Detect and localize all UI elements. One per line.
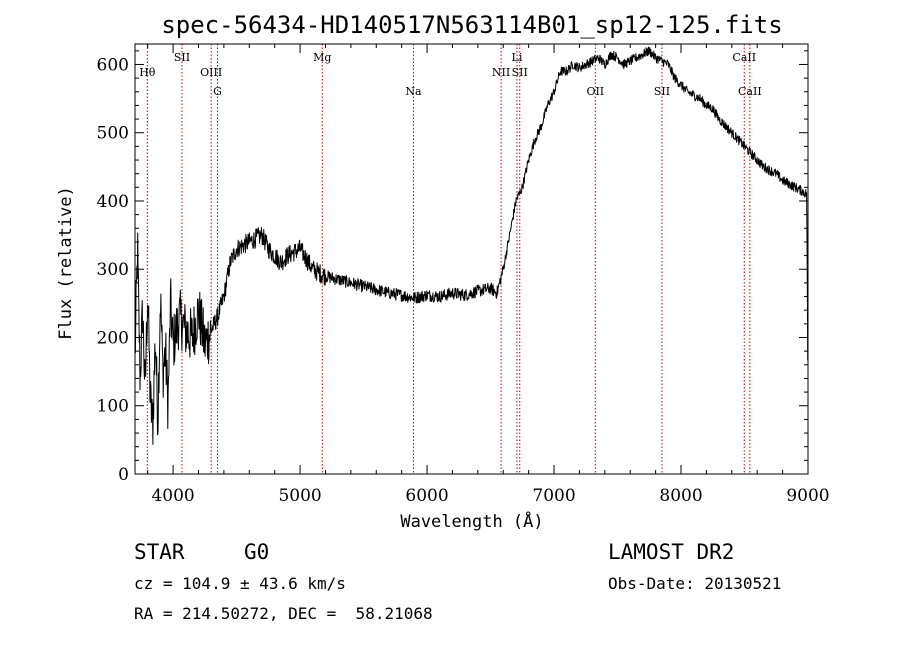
y-tick-label-0: 0: [118, 465, 129, 485]
y-tick-label-6: 600: [97, 55, 129, 75]
marker-label-3: G: [213, 85, 222, 98]
spectrum-series: [134, 46, 809, 445]
y-tick-label-4: 400: [97, 192, 129, 212]
spectrum-line: [134, 46, 809, 445]
marker-label-9: OII: [586, 85, 604, 98]
marker-label-8: SII: [512, 66, 528, 79]
marker-label-0: Hθ: [139, 66, 156, 79]
marker-label-7: Li: [512, 51, 523, 64]
marker-label-1: SII: [174, 51, 190, 64]
chart-title: spec-56434-HD140517N563114B01_sp12-125.f…: [161, 11, 782, 39]
x-tick-label-4: 8000: [659, 486, 702, 506]
class-label: STAR: [134, 540, 185, 564]
y-tick-label-5: 500: [97, 124, 129, 144]
x-axis: 4000 5000 6000 7000 8000 9000: [147, 44, 830, 506]
y-tick-label-2: 200: [97, 328, 129, 348]
x-tick-label-2: 6000: [405, 486, 448, 506]
cz-text: cz = 104.9 ± 43.6 km/s: [134, 574, 346, 593]
obs-date-text: Obs-Date: 20130521: [608, 574, 782, 593]
y-axis-label: Flux (relative): [56, 186, 76, 340]
marker-label-10: SII: [654, 85, 670, 98]
marker-label-5: Na: [405, 85, 422, 98]
marker-label-2: OIII: [200, 66, 222, 79]
x-tick-label-0: 4000: [151, 486, 194, 506]
marker-label-4: Mg: [313, 51, 331, 64]
x-axis-label: Wavelength (Å): [400, 510, 543, 532]
y-tick-label-3: 300: [97, 260, 129, 280]
coords-text: RA = 214.50272, DEC = 58.21068: [134, 604, 433, 623]
marker-label-11: CaII: [732, 51, 756, 64]
survey-label: LAMOST DR2: [608, 540, 735, 564]
y-axis: 0 100 200 300 400 500 600: [97, 50, 808, 485]
subclass-label: G0: [244, 540, 270, 564]
y-tick-label-1: 100: [97, 397, 129, 417]
plot-frame: [134, 43, 809, 475]
x-tick-label-5: 9000: [786, 486, 829, 506]
x-tick-label-1: 5000: [278, 486, 321, 506]
x-tick-label-3: 7000: [532, 486, 575, 506]
marker-label-12: CaII: [738, 85, 762, 98]
marker-label-6: NII: [492, 66, 510, 79]
